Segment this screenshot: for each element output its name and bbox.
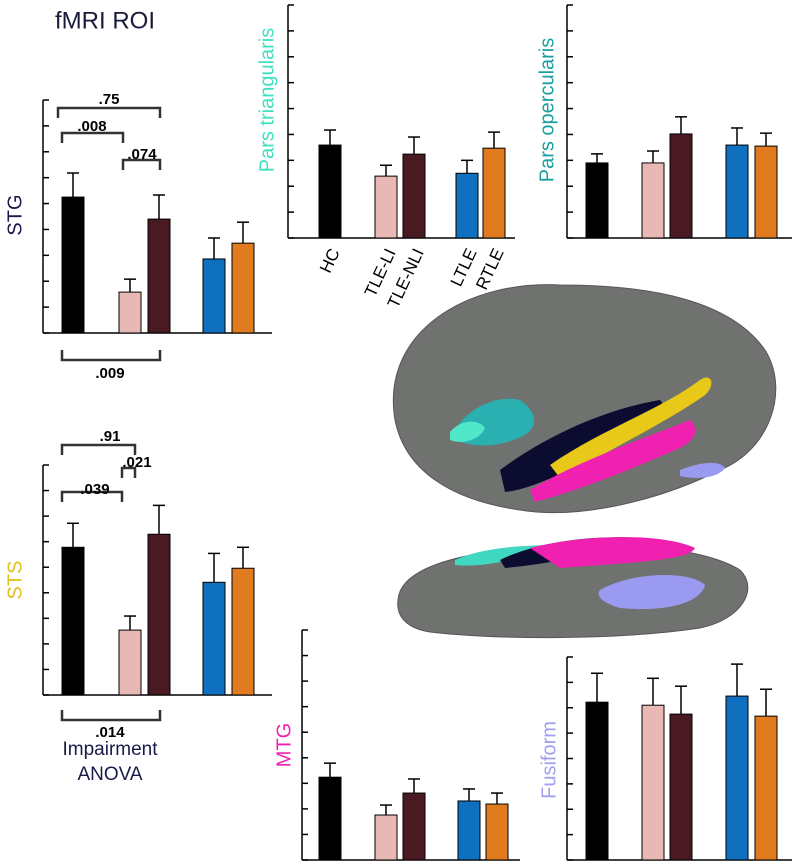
- bar: [641, 704, 665, 861]
- roi-fusiform: [680, 462, 725, 478]
- bar: [402, 792, 426, 861]
- significance-bracket: [121, 158, 162, 170]
- p-value-label: .75: [99, 91, 120, 108]
- bar: [482, 147, 506, 239]
- bar: [585, 162, 609, 239]
- p-value-label: .039: [80, 481, 109, 498]
- p-value-label: .008: [77, 118, 106, 135]
- p-value-label: .91: [100, 428, 121, 445]
- bar: [725, 695, 749, 861]
- p-value-label: .021: [122, 454, 151, 471]
- bar: [318, 776, 342, 861]
- bar: [231, 242, 255, 334]
- bar: [374, 175, 398, 239]
- y-axis-title: STG: [4, 194, 26, 235]
- x-axis-title: ANOVA: [77, 764, 142, 785]
- roi-mtg: [530, 420, 696, 502]
- bar: [485, 803, 509, 861]
- p-value-label: .009: [95, 365, 124, 382]
- bar: [202, 258, 226, 334]
- bar: [118, 629, 142, 696]
- significance-bracket: [56, 106, 162, 118]
- bar: [61, 546, 85, 696]
- bar: [754, 715, 778, 861]
- bar: [457, 800, 481, 861]
- significance-bracket: [60, 490, 124, 502]
- bar: [118, 291, 142, 334]
- x-axis-title: Impairment: [62, 739, 158, 760]
- bar: [641, 162, 665, 239]
- roi-pars-triangularis: [450, 421, 485, 442]
- figure-title: fMRI ROI: [55, 7, 155, 34]
- bar: [231, 567, 255, 696]
- p-value-label: .074: [127, 146, 157, 163]
- bar: [147, 533, 171, 696]
- roi-mtg: [530, 537, 695, 568]
- bar: [147, 218, 171, 334]
- significance-bracket: [60, 443, 137, 455]
- roi-fusiform: [598, 574, 705, 610]
- bar: [374, 814, 398, 861]
- brain-ventral: [397, 537, 749, 639]
- bar: [585, 701, 609, 861]
- bar: [754, 145, 778, 239]
- bar: [318, 144, 342, 239]
- bar: [402, 153, 426, 239]
- bar: [669, 133, 693, 239]
- bar: [725, 144, 749, 239]
- y-axis-title: STS: [4, 561, 26, 600]
- y-axis-title: MTG: [273, 723, 295, 767]
- p-value-label: .014: [95, 724, 125, 741]
- brain-lateral: [392, 284, 777, 514]
- significance-bracket: [60, 131, 125, 143]
- y-axis-title: Pars triangularis: [256, 28, 278, 173]
- bar: [669, 713, 693, 861]
- bar: [455, 172, 479, 239]
- x-tick-label: HC: [316, 246, 344, 276]
- significance-bracket: [60, 350, 162, 362]
- y-axis-title: Pars opercularis: [536, 38, 558, 183]
- brain-surface: [392, 284, 777, 514]
- significance-bracket: [60, 710, 162, 722]
- y-axis-title: Fusiform: [538, 721, 560, 799]
- bar: [61, 196, 85, 334]
- significance-bracket: [120, 466, 137, 478]
- bar: [202, 581, 226, 696]
- roi-sts: [550, 377, 712, 478]
